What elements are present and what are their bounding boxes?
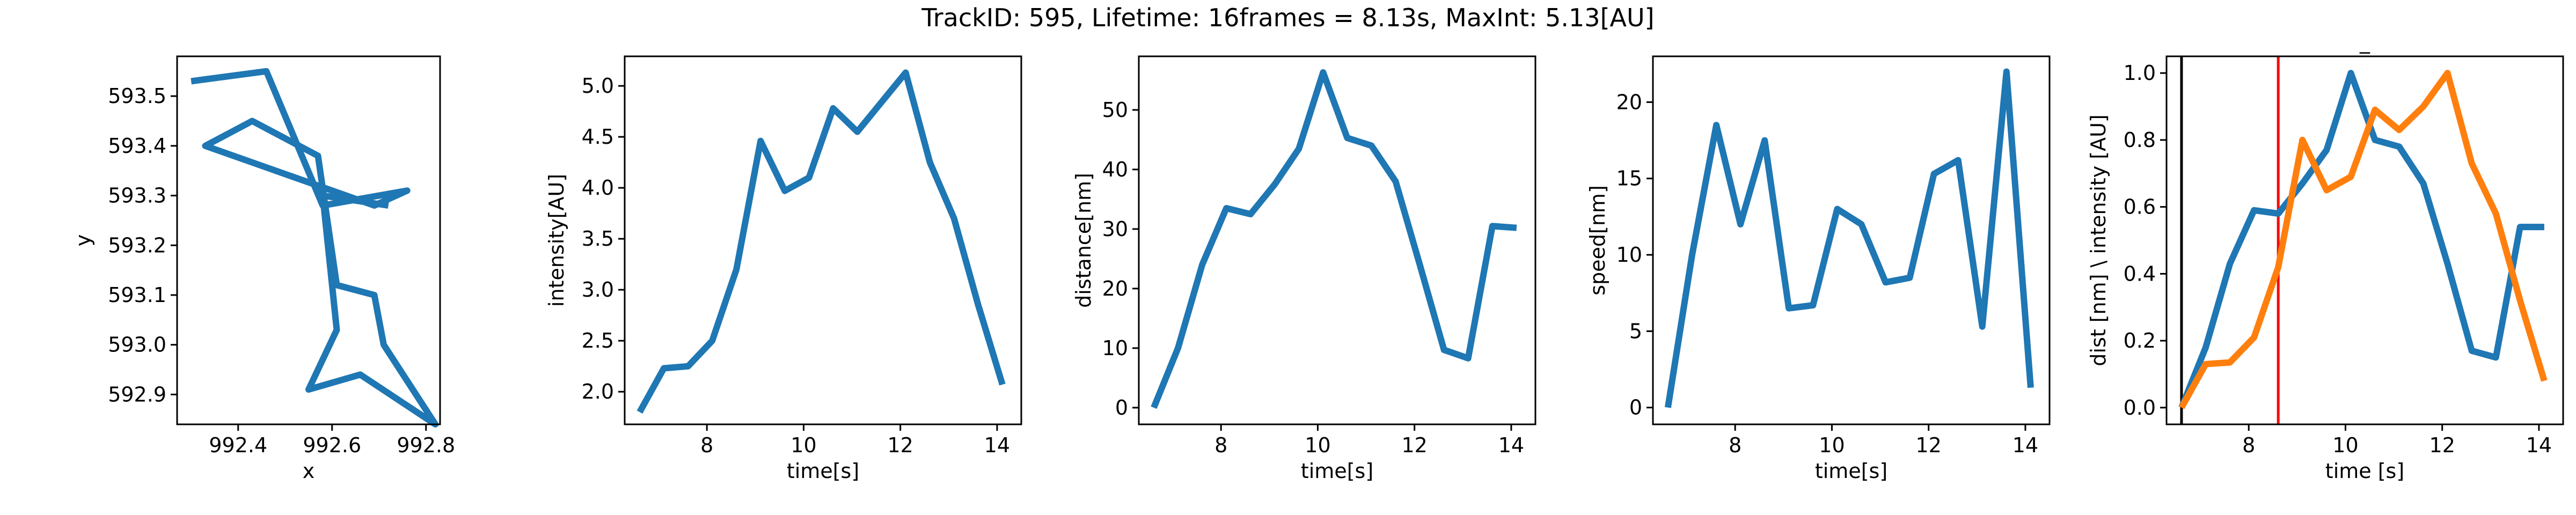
x-axis-label: time[s] [787, 459, 859, 483]
subplot-xy: 992.4 992.6 992.8 592.9 593.0 593.1 593.2 593.3… [71, 55, 455, 483]
y-tick-label: 593.0 [108, 333, 166, 357]
y-tick-label: 5 [1629, 319, 1642, 343]
y-tick-label: 0.2 [2124, 329, 2156, 352]
axes-frame [1652, 55, 2051, 425]
y-tick-label: 0.4 [2124, 262, 2156, 285]
axes-frame [176, 55, 441, 425]
x-tick-label: 10 [791, 433, 816, 457]
x-axis-label: time [s] [2325, 459, 2404, 483]
y-tick-label: 0 [1629, 396, 1642, 420]
y-tick-label: 0.8 [2124, 128, 2156, 152]
y-tick-label: 4.0 [582, 176, 614, 200]
series-line-0 [636, 69, 1006, 414]
y-tick-label: 4.5 [582, 125, 614, 149]
y-tick-label: 593.1 [108, 283, 166, 307]
x-tick-label: 8 [1729, 433, 1741, 457]
y-axis-label: dist [nm] \ intensity [AU] [2087, 114, 2110, 366]
y-tick-label: 5.0 [582, 74, 614, 98]
series-line-0 [1664, 68, 2034, 408]
x-tick-label: 14 [984, 433, 1010, 457]
y-tick-label: 1.0 [2124, 61, 2156, 85]
x-axis-label: time[s] [1301, 459, 1373, 483]
x-tick-label: 8 [2242, 433, 2255, 457]
series-line-0 [2178, 70, 2544, 409]
y-tick-label: 30 [1102, 217, 1128, 241]
y-tick-label: 3.0 [582, 278, 614, 301]
axes-frame [624, 55, 1022, 425]
y-tick-label: 20 [1102, 277, 1128, 300]
x-tick-label: 992.6 [303, 433, 361, 457]
y-tick-label: 20 [1616, 90, 1642, 114]
y-tick-label: 10 [1616, 243, 1642, 267]
y-tick-label: 593.3 [108, 184, 166, 208]
x-tick-label: 14 [2012, 433, 2038, 457]
subplot-distance: 8 10 12 14 0 10 20 30 40 50 time[s] distance[nm] [1072, 55, 1536, 483]
y-tick-label: 2.0 [582, 380, 614, 403]
y-tick-label: 3.5 [582, 227, 614, 251]
subplot-speed: 8 10 12 14 0 5 10 15 20 time[s] speed[nm] [1586, 55, 2051, 483]
x-tick-label: 12 [1402, 433, 1428, 457]
y-tick-label: 0.6 [2124, 195, 2156, 219]
x-tick-label: 12 [2429, 433, 2455, 457]
y-tick-label: 2.5 [582, 329, 614, 352]
series-line-0 [1151, 69, 1517, 409]
subplot-normalized: 8 10 12 14 0.0 0.2 0.4 0.6 0.8 1.0 time [s] dist [n… [2087, 30, 2564, 483]
y-tick-label: 0 [1115, 396, 1128, 420]
subplot-title: _ [2359, 30, 2370, 54]
y-tick-label: 593.2 [108, 233, 166, 257]
x-tick-label: 992.8 [397, 433, 455, 457]
x-tick-label: 14 [2526, 433, 2552, 457]
y-axis-label: y [71, 234, 95, 247]
x-tick-label: 12 [1916, 433, 1942, 457]
x-tick-label: 14 [1498, 433, 1524, 457]
series-line-1 [2178, 70, 2548, 409]
x-axis-label: x [303, 459, 315, 483]
x-tick-label: 8 [1214, 433, 1227, 457]
y-axis-label: distance[nm] [1072, 173, 1095, 308]
subplot-intensity: 8 10 12 14 2.0 2.5 3.0 3.5 4.0 4.5 5.0 time[s] inten… [545, 55, 1022, 483]
x-tick-label: 10 [2332, 433, 2358, 457]
x-tick-label: 10 [1305, 433, 1330, 457]
y-tick-label: 0.0 [2124, 396, 2156, 420]
y-tick-label: 40 [1102, 158, 1128, 181]
y-tick-label: 592.9 [108, 382, 166, 406]
x-tick-label: 10 [1819, 433, 1845, 457]
y-tick-label: 10 [1102, 336, 1128, 360]
figure-title: TrackID: 595, Lifetime: 16frames = 8.13s… [921, 3, 1655, 32]
y-tick-label: 50 [1102, 98, 1128, 122]
x-tick-label: 12 [888, 433, 913, 457]
x-tick-label: 992.4 [209, 433, 267, 457]
axes-frame [1138, 55, 1536, 425]
y-axis-label: intensity[AU] [545, 174, 568, 307]
x-axis-label: time[s] [1815, 459, 1887, 483]
y-tick-label: 593.5 [108, 84, 166, 108]
y-tick-label: 593.4 [108, 134, 166, 158]
x-tick-label: 8 [700, 433, 713, 457]
series-line-0 [191, 68, 439, 428]
axes-frame [2165, 55, 2564, 425]
y-axis-label: speed[nm] [1586, 185, 1609, 296]
y-tick-label: 15 [1616, 167, 1642, 190]
